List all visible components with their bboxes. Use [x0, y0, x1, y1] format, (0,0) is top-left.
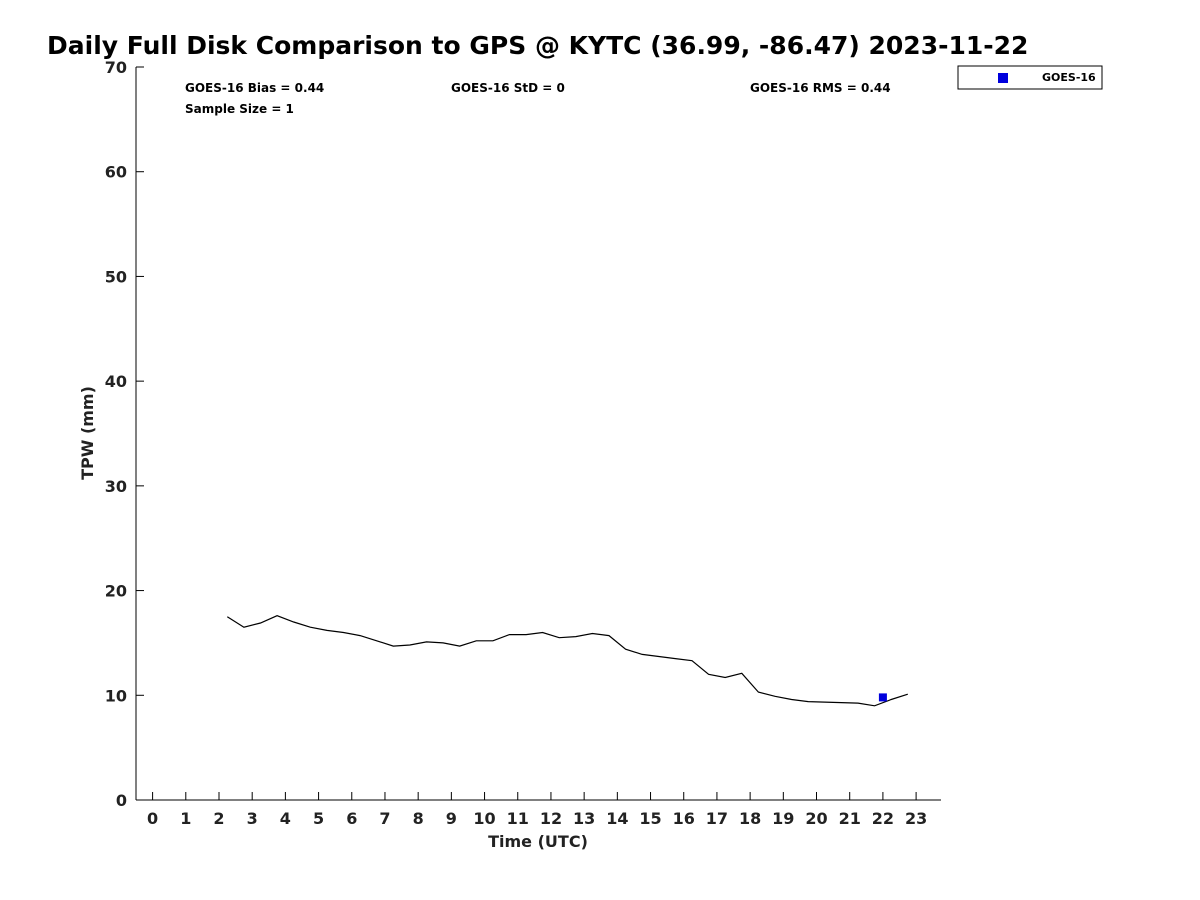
legend-label-goes16: GOES-16 [1042, 71, 1096, 84]
legend-box [957, 65, 1103, 90]
legend: GOES-16 [957, 65, 1103, 90]
gps-data-point [507, 632, 512, 637]
x-tick-label: 20 [805, 809, 827, 828]
x-tick-label: 1 [180, 809, 191, 828]
x-tick-label: 13 [573, 809, 595, 828]
gps-data-point [872, 703, 877, 708]
axes [135, 67, 941, 801]
gps-data-point [905, 692, 910, 697]
legend-marker-goes16 [998, 73, 1008, 83]
y-tick-label: 30 [105, 477, 127, 496]
x-tick-label: 14 [606, 809, 628, 828]
x-tick-label: 22 [872, 809, 894, 828]
x-tick-label: 11 [507, 809, 529, 828]
x-tick-label: 18 [739, 809, 761, 828]
gps-data-point [407, 643, 412, 648]
stat-rms: GOES-16 RMS = 0.44 [750, 81, 891, 95]
gps-data-point [424, 639, 429, 644]
gps-data-point [773, 694, 778, 699]
gps-data-point [623, 647, 628, 652]
stat-bias: GOES-16 Bias = 0.44 [185, 81, 324, 95]
gps-data-point [806, 699, 811, 704]
gps-data-point [275, 613, 280, 618]
x-ticks: 0 1 2 3 4 5 6 7 8 9 10 11 12 13 14 15 16 17 18 19 20 21 22 23 [147, 792, 927, 828]
x-tick-label: 6 [346, 809, 357, 828]
y-axis-label: TPW (mm) [78, 386, 97, 480]
stat-sample-size: Sample Size = 1 [185, 102, 294, 116]
gps-data-point [225, 614, 230, 619]
y-tick-label: 70 [105, 58, 127, 77]
stat-std: GOES-16 StD = 0 [451, 81, 565, 95]
x-tick-label: 17 [706, 809, 728, 828]
chart-title: Daily Full Disk Comparison to GPS @ KYTC… [47, 31, 1028, 60]
gps-data-point [524, 632, 529, 637]
x-tick-label: 23 [905, 809, 927, 828]
x-tick-label: 3 [247, 809, 258, 828]
x-tick-label: 12 [540, 809, 562, 828]
y-tick-label: 10 [105, 686, 127, 705]
gps-data-point [341, 630, 346, 635]
x-tick-label: 4 [280, 809, 291, 828]
x-tick-label: 21 [839, 809, 861, 828]
gps-data-point [856, 701, 861, 706]
x-tick-label: 5 [313, 809, 324, 828]
gps-data-point [739, 671, 744, 676]
gps-data-point [640, 652, 645, 657]
gps-data-point [324, 628, 329, 633]
series-layer [225, 613, 910, 708]
gps-data-point [490, 638, 495, 643]
gps-data-point [889, 697, 894, 702]
gps-data-point [241, 625, 246, 630]
gps-data-point [358, 633, 363, 638]
gps-data-point [706, 672, 711, 677]
gps-data-point [540, 630, 545, 635]
x-tick-label: 7 [379, 809, 390, 828]
gps-data-point [573, 634, 578, 639]
gps-data-point [441, 640, 446, 645]
gps-data-point [723, 675, 728, 680]
gps-data-point [590, 631, 595, 636]
gps-data-point [258, 621, 263, 626]
y-tick-label: 0 [116, 791, 127, 810]
x-tick-label: 9 [446, 809, 457, 828]
series-line-gps [226, 615, 908, 707]
x-tick-label: 2 [213, 809, 224, 828]
x-tick-label: 15 [639, 809, 661, 828]
gps-data-point [789, 697, 794, 702]
gps-data-point [374, 638, 379, 643]
x-tick-label: 10 [473, 809, 495, 828]
y-tick-label: 60 [105, 163, 127, 182]
gps-data-point [308, 625, 313, 630]
y-tick-label: 50 [105, 267, 127, 286]
gps-data-point [607, 633, 612, 638]
gps-data-point [756, 690, 761, 695]
y-ticks: 0 10 20 30 40 50 60 70 [105, 58, 144, 810]
gps-data-point [690, 658, 695, 663]
gps-data-point [457, 644, 462, 649]
y-tick-label: 40 [105, 372, 127, 391]
gps-data-point [656, 654, 661, 659]
gps-data-point [291, 620, 296, 625]
gps-data-point [839, 700, 844, 705]
gps-data-point [557, 635, 562, 640]
gps-data-point [474, 638, 479, 643]
x-tick-label: 16 [673, 809, 695, 828]
gps-data-point [673, 656, 678, 661]
x-tick-label: 0 [147, 809, 158, 828]
x-tick-label: 19 [772, 809, 794, 828]
goes16-data-point [878, 693, 887, 702]
gps-data-point [822, 700, 827, 705]
y-tick-label: 20 [105, 582, 127, 601]
x-axis-label: Time (UTC) [488, 832, 588, 851]
x-tick-label: 8 [413, 809, 424, 828]
gps-data-point [391, 644, 396, 649]
